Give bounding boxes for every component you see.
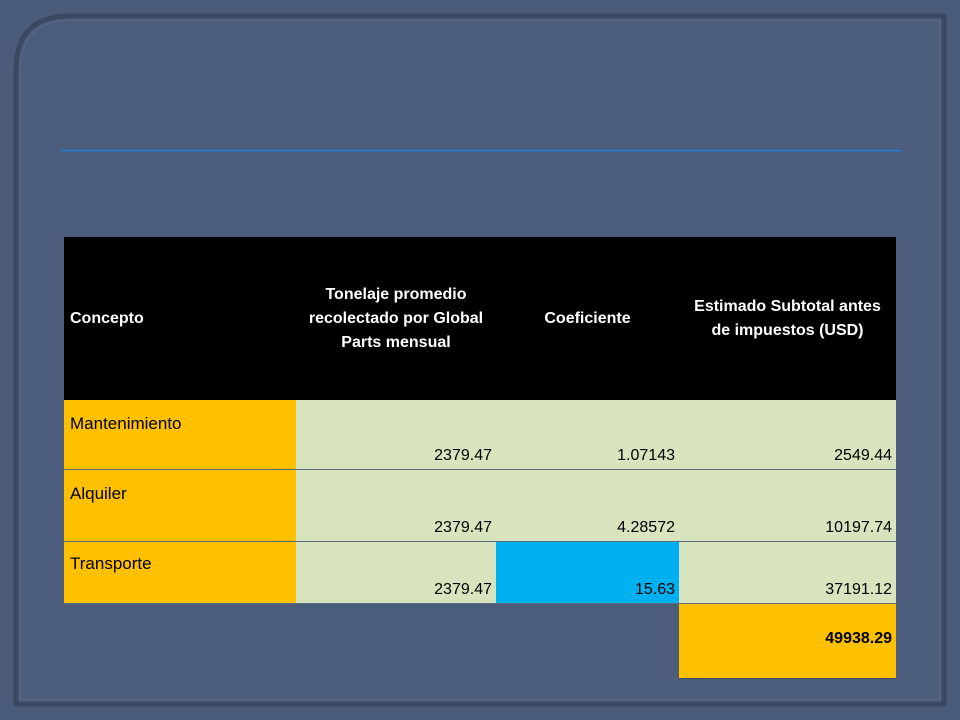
coeficiente-cell: 4.28572 (496, 469, 679, 542)
header-coeficiente: Coeficiente (496, 237, 679, 400)
title-divider-line (62, 149, 902, 152)
coeficiente-cell: 1.07143 (496, 400, 679, 470)
subtotal-cell: 37191.12 (679, 541, 896, 604)
header-subtotal: Estimado Subtotal antes de impuestos (US… (679, 237, 896, 400)
empty-cell (64, 604, 296, 679)
tonelaje-cell: 2379.47 (296, 469, 496, 542)
table-row: Mantenimiento 2379.47 1.07143 2549.44 (64, 400, 896, 470)
table-row: Transporte 2379.47 15.63 37191.12 (64, 541, 896, 604)
concept-cell: Alquiler (64, 469, 296, 542)
cost-table: Concepto Tonelaje promedio recolectado p… (64, 237, 896, 679)
tonelaje-cell: 2379.47 (296, 541, 496, 604)
header-concepto: Concepto (64, 237, 296, 400)
empty-cell (496, 604, 679, 679)
concept-cell: Mantenimiento (64, 400, 296, 470)
concept-cell: Transporte (64, 541, 296, 604)
table-header-row: Concepto Tonelaje promedio recolectado p… (64, 237, 896, 400)
grand-total-cell: 49938.29 (679, 603, 896, 679)
subtotal-cell: 10197.74 (679, 469, 896, 542)
tonelaje-cell: 2379.47 (296, 400, 496, 470)
coeficiente-cell-highlighted: 15.63 (496, 541, 679, 604)
header-tonelaje: Tonelaje promedio recolectado por Global… (296, 237, 496, 400)
table-row: Alquiler 2379.47 4.28572 10197.74 (64, 469, 896, 542)
subtotal-cell: 2549.44 (679, 400, 896, 470)
total-row: 49938.29 (64, 603, 896, 679)
empty-cell (296, 604, 496, 679)
